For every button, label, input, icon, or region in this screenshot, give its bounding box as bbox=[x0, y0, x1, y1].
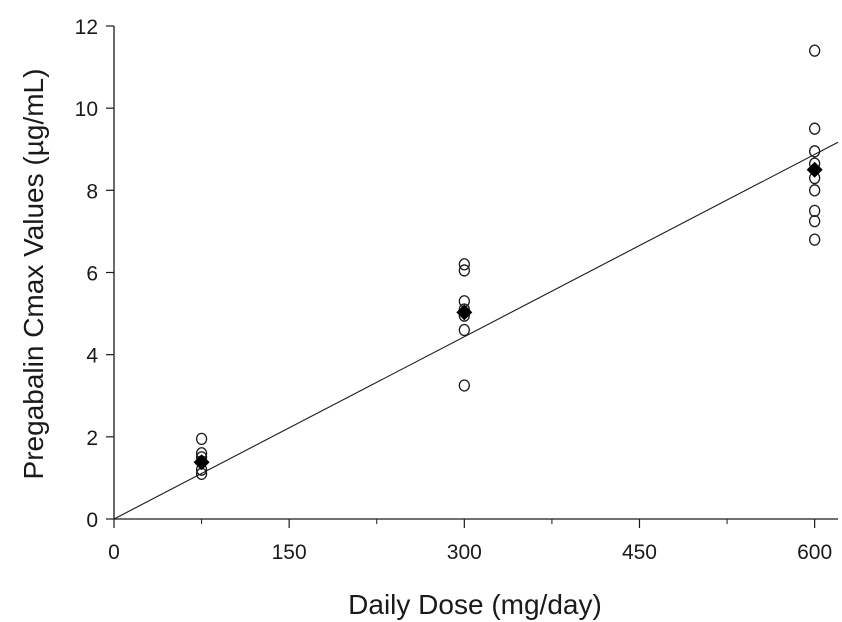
individual-point bbox=[808, 214, 821, 228]
y-tick-label: 6 bbox=[86, 263, 98, 286]
individual-point bbox=[808, 44, 821, 57]
axes bbox=[113, 26, 838, 520]
individual-point bbox=[808, 233, 821, 246]
individual-point bbox=[808, 184, 821, 197]
individual-point bbox=[458, 258, 470, 271]
data-points bbox=[193, 44, 823, 480]
y-tick-label: 8 bbox=[86, 180, 98, 203]
individual-point bbox=[195, 432, 208, 446]
x-tick-label: 150 bbox=[272, 541, 307, 564]
y-tick-label: 4 bbox=[86, 345, 98, 368]
individual-point bbox=[458, 379, 470, 392]
fit-line bbox=[113, 141, 839, 520]
individual-point bbox=[808, 204, 821, 218]
individual-point bbox=[808, 145, 821, 158]
x-tick-label: 450 bbox=[622, 541, 657, 564]
x-tick-label: 600 bbox=[797, 541, 832, 564]
y-tick-label: 10 bbox=[75, 98, 98, 121]
individual-point bbox=[458, 323, 470, 337]
y-tick-label: 2 bbox=[86, 427, 98, 450]
mean-point bbox=[456, 304, 473, 321]
regression-fit bbox=[113, 141, 839, 520]
y-tick-label: 12 bbox=[75, 16, 98, 39]
y-tick-label: 0 bbox=[86, 509, 98, 532]
x-tick-label: 0 bbox=[108, 541, 120, 564]
mean-point bbox=[806, 161, 823, 178]
y-ticks: 0 2 4 6 8 10 12 bbox=[75, 16, 114, 532]
individual-point bbox=[808, 122, 821, 135]
y-axis-label: Pregabalin Cmax Values (µg/mL) bbox=[18, 69, 49, 480]
mean-point bbox=[193, 454, 210, 471]
x-axis-label: Daily Dose (mg/day) bbox=[348, 589, 602, 620]
x-tick-label: 300 bbox=[447, 541, 482, 564]
x-ticks: 0 150 300 450 600 bbox=[108, 519, 832, 564]
individual-point bbox=[458, 264, 470, 277]
